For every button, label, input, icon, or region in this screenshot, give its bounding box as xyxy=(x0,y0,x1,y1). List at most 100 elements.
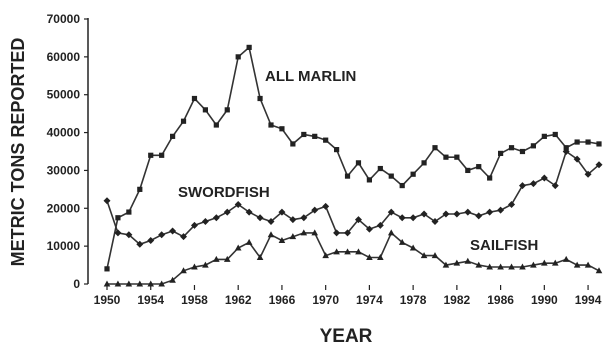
data-point-all-marlin xyxy=(399,182,405,189)
data-point-all-marlin xyxy=(508,145,515,151)
data-point-sailfish xyxy=(562,255,570,262)
data-point-swordfish xyxy=(136,240,144,248)
data-point-sailfish xyxy=(387,229,395,236)
data-point-sailfish xyxy=(125,280,133,287)
y-tick-label: 50000 xyxy=(47,88,81,102)
data-point-sailfish xyxy=(180,267,187,274)
data-point-all-marlin xyxy=(454,154,460,160)
data-point-all-marlin xyxy=(432,145,438,151)
data-point-swordfish xyxy=(562,148,570,155)
x-tick-label: 1962 xyxy=(225,293,252,307)
data-point-swordfish xyxy=(289,216,297,224)
data-point-sailfish xyxy=(169,276,176,283)
data-point-all-marlin xyxy=(202,107,208,113)
data-point-all-marlin xyxy=(323,137,329,143)
data-point-sailfish xyxy=(245,238,253,245)
data-point-sailfish xyxy=(289,233,297,240)
x-ticks: 1950 1954 1958 1962 1966 1970 1974 1978 1982 1986… xyxy=(94,285,602,307)
data-point-swordfish xyxy=(398,214,406,222)
data-point-swordfish xyxy=(540,174,548,182)
data-point-swordfish xyxy=(453,210,461,218)
data-point-sailfish xyxy=(223,255,231,262)
data-point-swordfish xyxy=(442,210,450,218)
data-point-swordfish xyxy=(376,221,384,229)
data-point-sailfish xyxy=(377,254,384,260)
data-point-all-marlin xyxy=(224,107,230,113)
data-point-all-marlin xyxy=(541,133,547,139)
data-point-sailfish xyxy=(311,229,319,236)
x-tick-label: 1954 xyxy=(137,293,164,307)
data-point-all-marlin xyxy=(235,54,241,60)
data-point-sailfish xyxy=(398,238,406,245)
data-point-swordfish xyxy=(114,229,122,237)
series-line-sailfish xyxy=(107,231,600,285)
data-point-sailfish xyxy=(267,231,275,238)
data-point-sailfish xyxy=(530,261,537,268)
data-point-swordfish xyxy=(223,208,231,216)
y-tick-label: 0 xyxy=(73,277,80,291)
data-point-swordfish xyxy=(201,218,209,226)
data-point-sailfish xyxy=(103,280,111,287)
data-point-sailfish xyxy=(519,263,526,270)
data-point-all-marlin xyxy=(377,165,383,172)
data-point-swordfish xyxy=(508,201,516,208)
data-point-sailfish xyxy=(497,263,504,270)
data-point-swordfish xyxy=(464,208,472,216)
y-tick-label: 40000 xyxy=(47,126,81,140)
data-point-all-marlin xyxy=(552,131,558,138)
x-tick-label: 1982 xyxy=(444,293,471,307)
data-point-all-marlin xyxy=(443,154,449,160)
data-point-sailfish xyxy=(551,259,559,266)
series-sailfish xyxy=(103,229,603,287)
data-point-all-marlin xyxy=(290,141,296,147)
data-point-sailfish xyxy=(202,261,209,268)
data-point-all-marlin xyxy=(115,215,121,221)
data-point-swordfish xyxy=(365,225,373,233)
data-point-all-marlin xyxy=(159,152,165,158)
y-tick-label: 30000 xyxy=(47,163,81,177)
data-point-swordfish xyxy=(267,218,275,226)
data-point-all-marlin xyxy=(301,131,307,138)
data-point-all-marlin xyxy=(410,171,416,177)
x-tick-label: 1990 xyxy=(531,293,558,307)
y-axis-title: METRIC TONS REPORTED xyxy=(8,38,28,267)
x-tick-label: 1974 xyxy=(356,293,383,307)
data-point-sailfish xyxy=(453,259,461,266)
data-point-swordfish xyxy=(245,208,253,216)
x-tick-label: 1978 xyxy=(400,293,427,307)
series-line-swordfish xyxy=(106,150,600,246)
series-label-all-marlin: ALL MARLIN xyxy=(265,68,356,85)
data-point-sailfish xyxy=(431,252,439,259)
data-point-swordfish xyxy=(212,214,220,222)
data-point-swordfish xyxy=(529,180,537,188)
data-point-all-marlin xyxy=(257,95,263,102)
data-point-swordfish xyxy=(278,208,286,216)
data-point-sailfish xyxy=(158,280,165,287)
data-point-swordfish xyxy=(169,227,177,235)
series-all-marlin xyxy=(104,44,602,272)
y-tick-label: 70000 xyxy=(47,12,81,26)
data-point-all-marlin xyxy=(388,173,394,179)
series-layer xyxy=(103,44,603,287)
data-point-sailfish xyxy=(508,263,515,270)
series-swordfish xyxy=(103,148,603,248)
data-point-all-marlin xyxy=(137,186,143,192)
data-point-all-marlin xyxy=(355,160,362,166)
data-point-sailfish xyxy=(541,259,548,266)
data-point-sailfish xyxy=(584,261,592,268)
data-point-swordfish xyxy=(322,202,330,210)
data-point-all-marlin xyxy=(585,139,591,145)
data-point-swordfish xyxy=(497,206,505,214)
data-point-all-marlin xyxy=(170,133,176,139)
series-line-all-marlin xyxy=(106,45,600,270)
y-tick-label: 10000 xyxy=(47,239,81,253)
x-tick-label: 1950 xyxy=(94,293,121,307)
data-point-all-marlin xyxy=(213,122,219,128)
data-point-all-marlin xyxy=(519,148,526,155)
data-point-swordfish xyxy=(518,182,526,190)
data-point-all-marlin xyxy=(421,160,427,166)
data-point-swordfish xyxy=(234,201,242,208)
data-point-swordfish xyxy=(311,206,319,214)
data-point-swordfish xyxy=(420,210,428,218)
